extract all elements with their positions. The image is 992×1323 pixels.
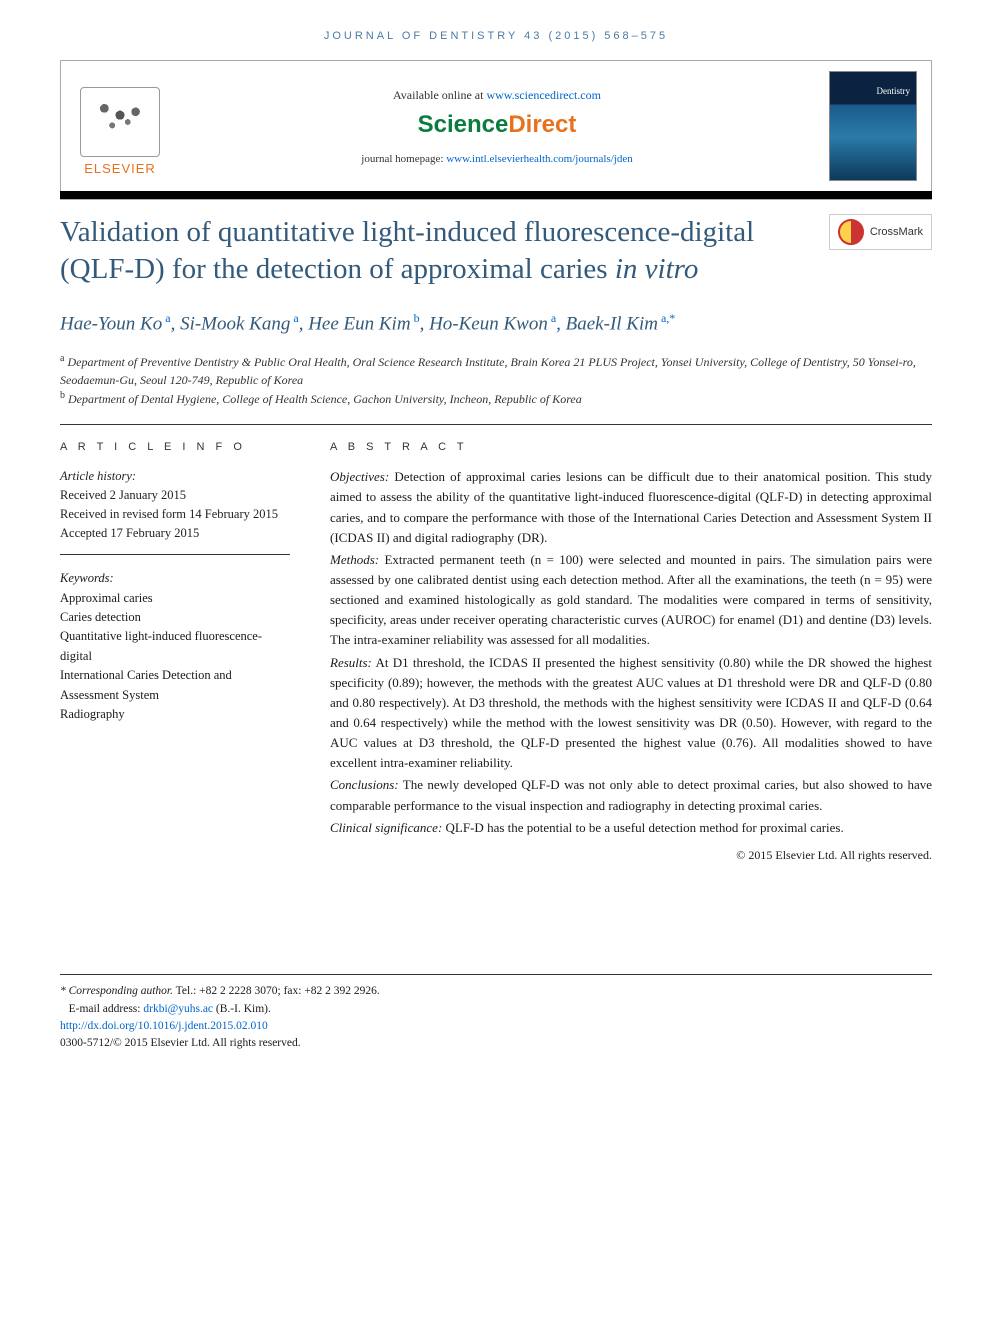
sciencedirect-logo[interactable]: ScienceDirect: [165, 111, 829, 139]
doi-link[interactable]: http://dx.doi.org/10.1016/j.jdent.2015.0…: [60, 1020, 268, 1032]
results-label: Results:: [330, 655, 372, 670]
author-1-affil: a: [162, 311, 170, 325]
author-3-affil: b: [411, 311, 420, 325]
section-rule: [60, 424, 932, 425]
results-text: At D1 threshold, the ICDAS II presented …: [330, 655, 932, 771]
elsevier-word: ELSEVIER: [84, 161, 156, 176]
corresponding-email-link[interactable]: drkbi@yuhs.ac: [143, 1003, 213, 1015]
article-info-heading: A R T I C L E I N F O: [60, 441, 290, 453]
affil-a-text: Department of Preventive Dentistry & Pub…: [60, 355, 916, 386]
keyword-0: Approximal caries: [60, 589, 290, 608]
abstract-column: A B S T R A C T Objectives: Detection of…: [330, 441, 932, 864]
corresponding-author-line: * Corresponding author. Tel.: +82 2 2228…: [60, 983, 932, 1000]
history-accepted: Accepted 17 February 2015: [60, 524, 290, 543]
sd-science-word: Science: [418, 111, 509, 138]
clinical-text: QLF-D has the potential to be a useful d…: [446, 820, 844, 835]
black-separator-bar: [60, 191, 932, 199]
author-4-affil: a: [548, 311, 556, 325]
sciencedirect-url-link[interactable]: www.sciencedirect.com: [486, 88, 601, 102]
abstract-copyright: © 2015 Elsevier Ltd. All rights reserved…: [330, 846, 932, 865]
article-history-block: Article history: Received 2 January 2015…: [60, 467, 290, 555]
article-title: Validation of quantitative light-induced…: [60, 214, 829, 288]
keyword-1: Caries detection: [60, 608, 290, 627]
methods-label: Methods:: [330, 552, 379, 567]
affiliation-a: a Department of Preventive Dentistry & P…: [60, 352, 932, 389]
clinical-label: Clinical significance:: [330, 820, 442, 835]
author-3: Hee Eun Kim: [308, 314, 410, 335]
author-2-affil: a: [290, 311, 298, 325]
affiliation-b: b Department of Dental Hygiene, College …: [60, 389, 932, 408]
author-5: Baek-Il Kim: [566, 314, 658, 335]
affiliations: a Department of Preventive Dentistry & P…: [60, 352, 932, 408]
title-row: Validation of quantitative light-induced…: [60, 199, 932, 288]
author-4: Ho-Keun Kwon: [429, 314, 548, 335]
conclusions-label: Conclusions:: [330, 777, 399, 792]
article-info-column: A R T I C L E I N F O Article history: R…: [60, 441, 290, 864]
crossmark-badge[interactable]: CrossMark: [829, 214, 932, 250]
corr-contact: Tel.: +82 2 2228 3070; fax: +82 2 392 29…: [176, 985, 380, 997]
crossmark-icon: [838, 219, 864, 245]
email-who: (B.-I. Kim).: [216, 1003, 271, 1015]
issn-copyright: 0300-5712/© 2015 Elsevier Ltd. All right…: [60, 1035, 932, 1052]
sd-direct-word: Direct: [508, 111, 576, 138]
info-abstract-row: A R T I C L E I N F O Article history: R…: [60, 441, 932, 864]
crossmark-label: CrossMark: [870, 226, 923, 238]
header-block: ELSEVIER Available online at www.science…: [60, 60, 932, 191]
objectives-text: Detection of approximal caries lesions c…: [330, 469, 932, 544]
jhome-prefix: journal homepage:: [361, 153, 446, 165]
conclusions-text: The newly developed QLF-D was not only a…: [330, 777, 932, 812]
running-head: JOURNAL OF DENTISTRY 43 (2015) 568–575: [60, 30, 932, 42]
methods-text: Extracted permanent teeth (n = 100) were…: [330, 552, 932, 648]
journal-homepage-link[interactable]: www.intl.elsevierhealth.com/journals/jde…: [446, 153, 633, 165]
elsevier-logo: ELSEVIER: [75, 76, 165, 176]
header-center: Available online at www.sciencedirect.co…: [165, 88, 829, 165]
keyword-3: International Caries Detection and Asses…: [60, 666, 290, 705]
affil-b-text: Department of Dental Hygiene, College of…: [68, 392, 582, 406]
journal-cover-thumbnail: [829, 71, 917, 181]
corr-label: * Corresponding author.: [60, 985, 173, 997]
keywords-label: Keywords:: [60, 569, 290, 588]
author-5-affil: a,: [658, 311, 669, 325]
abstract-heading: A B S T R A C T: [330, 441, 932, 453]
author-1: Hae-Youn Ko: [60, 314, 162, 335]
keyword-2: Quantitative light-induced fluorescence-…: [60, 627, 290, 666]
elsevier-tree-icon: [80, 87, 160, 157]
abstract-body: Objectives: Detection of approximal cari…: [330, 467, 932, 864]
authors-line: Hae-Youn Ko a, Si-Mook Kang a, Hee Eun K…: [60, 310, 932, 338]
journal-homepage-line: journal homepage: www.intl.elsevierhealt…: [165, 153, 829, 165]
author-2: Si-Mook Kang: [180, 314, 290, 335]
objectives-label: Objectives:: [330, 469, 389, 484]
available-online-line: Available online at www.sciencedirect.co…: [165, 88, 829, 103]
history-revised: Received in revised form 14 February 201…: [60, 505, 290, 524]
history-received: Received 2 January 2015: [60, 486, 290, 505]
email-line: E-mail address: drkbi@yuhs.ac (B.-I. Kim…: [60, 1001, 932, 1018]
keywords-block: Keywords: Approximal caries Caries detec…: [60, 569, 290, 724]
history-label: Article history:: [60, 467, 290, 486]
email-label: E-mail address:: [69, 1003, 141, 1015]
author-5-corr: *: [669, 311, 675, 325]
footer: * Corresponding author. Tel.: +82 2 2228…: [60, 974, 932, 1052]
keyword-4: Radiography: [60, 705, 290, 724]
available-prefix: Available online at: [393, 88, 486, 102]
